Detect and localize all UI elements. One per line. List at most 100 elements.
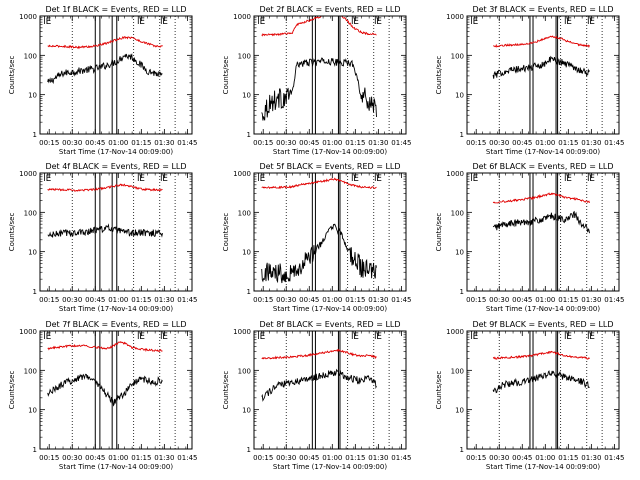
x-tick-label: 01:30 [368,454,388,462]
x-tick-label: 00:45 [85,454,105,462]
events-series-line [492,370,590,394]
x-tick-label: 00:15 [466,454,486,462]
y-axis-label: Counts/sec [222,371,230,410]
y-tick-label: 1000 [233,170,251,178]
lld-series-line [261,15,377,37]
events-series-line [47,53,163,85]
panel-det-7: Det 7f BLACK = Events, RED = LLD 1 10 100 10… [8,320,197,471]
panel-title: Det 9f BLACK = Events, RED = LLD [472,320,613,329]
panel-title: Det 8f BLACK = Events, RED = LLD [259,320,400,329]
lld-series-line [492,192,590,204]
x-tick-label: 00:45 [299,139,319,147]
x-tick-label: 01:30 [368,139,388,147]
y-axis-label: Counts/sec [222,56,230,95]
x-tick-label: 01:45 [604,296,624,304]
flag-marker-label: E [353,174,359,184]
plot-frame [253,330,407,450]
flag-marker-label: E [260,174,266,184]
lld-series-line [47,341,163,353]
flag-marker-label: E [162,332,168,342]
y-axis-label: Counts/sec [435,371,443,410]
flag-marker-label: E [260,332,266,342]
x-tick-label: 01:45 [177,454,197,462]
x-tick-label: 00:30 [276,296,296,304]
y-tick-label: 10 [28,249,37,257]
flag-marker-label: E [589,174,595,184]
x-tick-label: 01:00 [535,296,555,304]
x-tick-label: 01:00 [108,296,128,304]
y-axis-label: Counts/sec [8,371,16,410]
x-tick-label: 00:30 [489,454,509,462]
flag-marker-label: E [46,332,52,342]
y-axis-label: Counts/sec [8,56,16,95]
x-tick-label: 01:15 [345,454,365,462]
flag-marker-label: E [589,17,595,27]
panel-det-3: Det 3f BLACK = Events, RED = LLD 1 10 100 10… [435,5,624,156]
plot-frame [39,172,193,292]
x-tick-label: 00:15 [39,139,59,147]
x-axis-label: Start Time (17-Nov-14 00:09:00) [59,305,173,313]
x-axis-label: Start Time (17-Nov-14 00:09:00) [486,305,600,313]
lld-series-line [492,350,590,360]
y-tick-label: 10 [28,407,37,415]
x-axis-label: Start Time (17-Nov-14 00:09:00) [273,463,387,471]
flag-marker-label: E [46,17,52,27]
y-tick-label: 1 [33,288,37,296]
lld-series-line [261,177,377,190]
y-tick-label: 10 [242,249,251,257]
flag-marker-label: E [353,17,359,27]
x-tick-label: 00:15 [466,296,486,304]
lld-series-line [47,183,163,192]
x-tick-label: 01:00 [322,454,342,462]
x-tick-label: 00:30 [62,454,82,462]
x-tick-label: 00:15 [253,454,273,462]
flag-marker-label: E [473,174,479,184]
panel-det-8: Det 8f BLACK = Events, RED = LLD 1 10 100 10… [222,320,411,471]
x-tick-label: 01:45 [604,139,624,147]
flag-marker-label: E [139,17,145,27]
events-series-line [47,373,163,407]
x-tick-label: 01:45 [391,454,411,462]
panel-det-6: Det 6f BLACK = Events, RED = LLD 1 10 100 10… [435,162,624,313]
y-tick-label: 100 [238,52,251,60]
x-tick-label: 01:00 [322,296,342,304]
x-tick-label: 01:30 [581,454,601,462]
x-tick-label: 00:30 [489,139,509,147]
x-tick-label: 00:15 [253,296,273,304]
flag-marker-label: E [589,332,595,342]
x-tick-label: 00:45 [85,139,105,147]
x-tick-label: 00:45 [299,296,319,304]
plot-frame [466,172,620,292]
y-tick-label: 1000 [19,13,37,21]
x-tick-label: 01:30 [154,139,174,147]
panel-det-4: Det 4f BLACK = Events, RED = LLD 1 10 100 10… [8,162,197,313]
x-tick-label: 01:30 [368,296,388,304]
x-tick-label: 01:00 [108,454,128,462]
flag-marker-label: E [162,174,168,184]
x-tick-label: 00:15 [39,296,59,304]
y-tick-label: 10 [242,407,251,415]
flag-marker-label: E [46,174,52,184]
y-axis-label: Counts/sec [435,213,443,252]
y-axis-label: Counts/sec [222,213,230,252]
x-tick-label: 01:00 [535,454,555,462]
plot-frame [39,15,193,135]
x-axis-label: Start Time (17-Nov-14 00:09:00) [273,305,387,313]
y-tick-label: 10 [455,92,464,100]
flag-marker-label: E [376,17,382,27]
x-tick-label: 01:15 [345,296,365,304]
y-tick-label: 1 [33,131,37,139]
y-tick-label: 1000 [446,170,464,178]
events-series-line [261,368,377,402]
panel-det-9: Det 9f BLACK = Events, RED = LLD 1 10 100 10… [435,320,624,471]
plot-frame [466,330,620,450]
y-tick-label: 10 [455,407,464,415]
x-tick-label: 01:30 [154,296,174,304]
x-tick-label: 01:15 [558,454,578,462]
x-tick-label: 01:00 [108,139,128,147]
panel-title: Det 3f BLACK = Events, RED = LLD [472,5,613,14]
y-tick-label: 100 [238,209,251,217]
x-axis-label: Start Time (17-Nov-14 00:09:00) [59,148,173,156]
lld-series-line [492,35,590,49]
